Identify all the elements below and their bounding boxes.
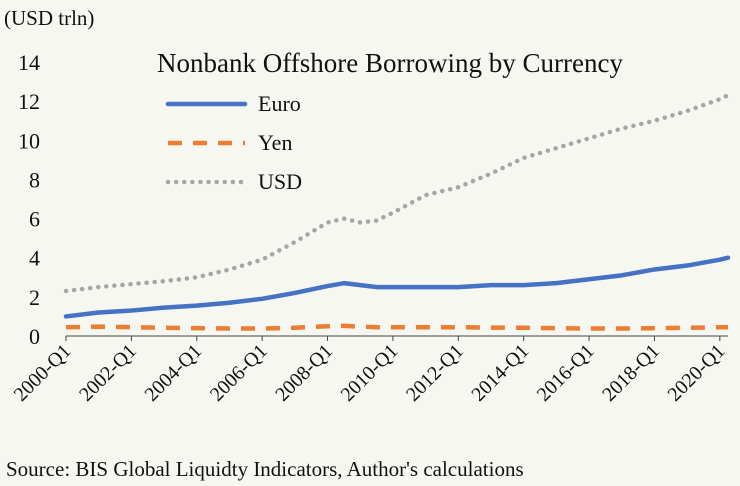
series-line-usd bbox=[63, 93, 731, 294]
x-tick-label: 2014-Q1 bbox=[467, 340, 533, 406]
legend: Euro Yen USD bbox=[165, 91, 302, 194]
y-tick-label: 6 bbox=[29, 207, 40, 232]
x-tick-label: 2008-Q1 bbox=[271, 340, 337, 406]
legend-label-usd: USD bbox=[258, 169, 302, 194]
x-tick-label: 2004-Q1 bbox=[140, 340, 206, 406]
y-tick-label: 4 bbox=[29, 246, 40, 271]
series-line-euro bbox=[63, 255, 731, 319]
y-tick-label: 2 bbox=[29, 285, 40, 310]
y-axis-unit-label: (USD trln) bbox=[4, 6, 94, 30]
y-tick-label: 14 bbox=[18, 50, 40, 75]
legend-label-euro: Euro bbox=[258, 91, 301, 116]
x-axis-tickmarks bbox=[65, 336, 721, 341]
x-tick-label: 2020-Q1 bbox=[664, 340, 730, 406]
series-layer bbox=[63, 93, 731, 331]
x-axis: 2000-Q1 2002-Q1 2004-Q1 2006-Q1 2008-Q1 2010-… bbox=[10, 340, 730, 406]
x-tick-label: 2006-Q1 bbox=[206, 340, 272, 406]
legend-label-yen: Yen bbox=[258, 130, 292, 155]
x-tick-label: 2012-Q1 bbox=[402, 340, 468, 406]
x-tick-label: 2018-Q1 bbox=[598, 340, 664, 406]
y-tick-label: 8 bbox=[29, 167, 40, 192]
y-axis: 0 2 4 6 8 10 12 14 bbox=[18, 50, 40, 349]
y-tick-label: 12 bbox=[18, 89, 40, 114]
series-line-yen bbox=[65, 323, 728, 331]
x-tick-label: 2002-Q1 bbox=[75, 340, 141, 406]
x-tick-label: 2016-Q1 bbox=[533, 340, 599, 406]
source-note: Source: BIS Global Liquidty Indicators, … bbox=[6, 457, 524, 481]
y-tick-label: 0 bbox=[29, 324, 40, 349]
x-tick-label: 2000-Q1 bbox=[10, 340, 76, 406]
y-tick-label: 10 bbox=[18, 128, 40, 153]
chart-title: Nonbank Offshore Borrowing by Currency bbox=[157, 48, 623, 78]
x-tick-label: 2010-Q1 bbox=[337, 340, 403, 406]
